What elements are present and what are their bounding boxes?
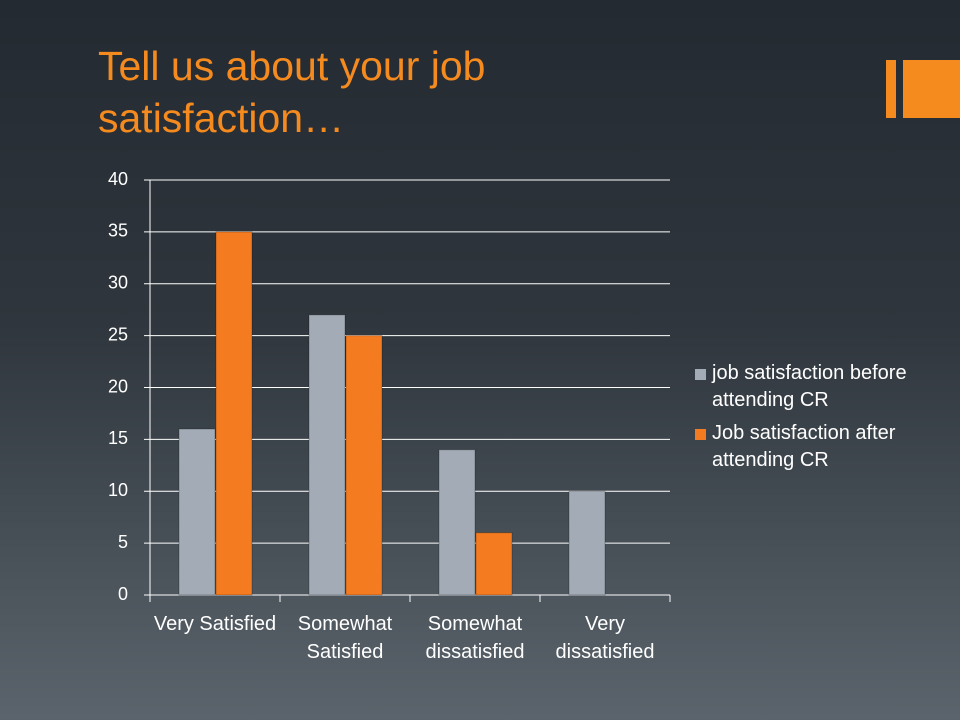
y-tick-label: 10 xyxy=(108,480,128,500)
bar xyxy=(475,532,513,596)
y-tick-label: 15 xyxy=(108,428,128,448)
legend-label: Job satisfaction after attending CR xyxy=(712,422,896,471)
y-tick-label: 0 xyxy=(118,584,128,604)
bar xyxy=(215,231,253,596)
x-tick-label: Somewhat Satisfied xyxy=(297,613,393,663)
bar xyxy=(308,314,346,596)
bar xyxy=(438,449,476,596)
x-tick-label: Somewhat dissatisfied xyxy=(425,613,525,663)
y-tick-label: 5 xyxy=(118,532,128,552)
bar xyxy=(345,335,383,596)
y-tick-label: 25 xyxy=(108,324,128,344)
legend: job satisfaction before attending CR Job … xyxy=(695,360,955,480)
x-tick-label: Very dissatisfied xyxy=(555,613,655,663)
y-tick-label: 35 xyxy=(108,221,128,241)
chart-title: Tell us about your job satisfaction… xyxy=(98,43,486,141)
y-tick-label: 40 xyxy=(108,169,128,189)
decor-block xyxy=(903,60,960,118)
legend-swatch xyxy=(695,429,706,440)
x-tick-label: Very Satisfied xyxy=(153,613,277,635)
y-tick-label: 30 xyxy=(108,273,128,293)
bar xyxy=(568,490,606,596)
legend-swatch xyxy=(695,369,706,380)
legend-item: job satisfaction before attending CR xyxy=(695,360,955,414)
bar xyxy=(178,428,216,596)
legend-item: Job satisfaction after attending CR xyxy=(695,420,955,474)
decor-bar xyxy=(886,60,896,118)
legend-label: job satisfaction before attending CR xyxy=(712,362,907,411)
y-tick-label: 20 xyxy=(108,376,128,396)
